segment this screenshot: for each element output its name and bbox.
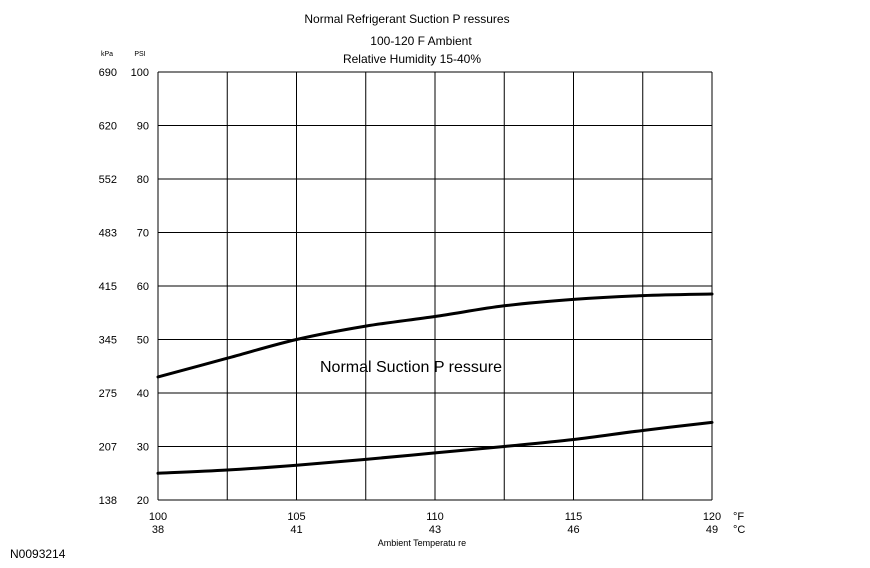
y-tick-psi: 50	[137, 335, 149, 347]
lower-pressure-curve	[156, 420, 714, 475]
y-tick-kpa: 415	[99, 281, 117, 293]
upper-pressure-curve	[156, 292, 714, 379]
x-tick-celsius: 41	[290, 524, 302, 536]
y-unit-kpa: kPa	[101, 51, 113, 58]
y-tick-kpa: 138	[99, 495, 117, 507]
y-tick-psi: 20	[137, 495, 149, 507]
y-tick-psi: 80	[137, 174, 149, 186]
chart-title-line-1: Normal Refrigerant Suction P ressures	[304, 12, 509, 26]
y-tick-kpa: 620	[99, 121, 117, 133]
x-tick-celsius: 46	[567, 524, 579, 536]
y-tick-kpa: 690	[99, 67, 117, 79]
curve-annotation: Normal Suction P ressure	[320, 359, 502, 376]
chart-title-line-2: 100-120 F Ambient	[370, 34, 472, 48]
y-unit-psi: PSI	[134, 51, 145, 58]
y-tick-psi: 90	[137, 121, 149, 133]
y-tick-psi: 40	[137, 388, 149, 400]
chart-title-line-3: Relative Humidity 15-40%	[343, 52, 481, 66]
y-tick-labels: 690 100 620 90 552 80 483 70 415 60 345 50 275 40 207 3…	[99, 67, 149, 507]
y-tick-psi: 60	[137, 281, 149, 293]
y-tick-kpa: 207	[99, 442, 117, 454]
x-tick-fahrenheit: 115	[565, 511, 583, 523]
x-tick-fahrenheit: 100	[149, 511, 167, 523]
y-tick-kpa: 483	[99, 228, 117, 240]
x-unit-celsius: °C	[733, 524, 745, 536]
figure-id: N0093214	[10, 547, 66, 561]
y-tick-kpa: 345	[99, 335, 117, 347]
x-tick-fahrenheit: 110	[426, 511, 444, 523]
series-lines	[156, 292, 714, 475]
x-tick-fahrenheit: 120	[703, 511, 721, 523]
y-tick-psi: 100	[131, 67, 149, 79]
x-tick-celsius: 38	[152, 524, 164, 536]
y-tick-kpa: 552	[99, 174, 117, 186]
y-tick-kpa: 275	[99, 388, 117, 400]
x-unit-fahrenheit: °F	[733, 511, 744, 523]
x-axis-label: Ambient Temperatu re	[378, 538, 466, 548]
x-tick-celsius: 43	[429, 524, 441, 536]
gridlines	[157, 71, 713, 501]
y-tick-psi: 30	[137, 442, 149, 454]
x-tick-fahrenheit: 105	[287, 511, 305, 523]
y-tick-psi: 70	[137, 228, 149, 240]
x-tick-celsius: 49	[706, 524, 718, 536]
